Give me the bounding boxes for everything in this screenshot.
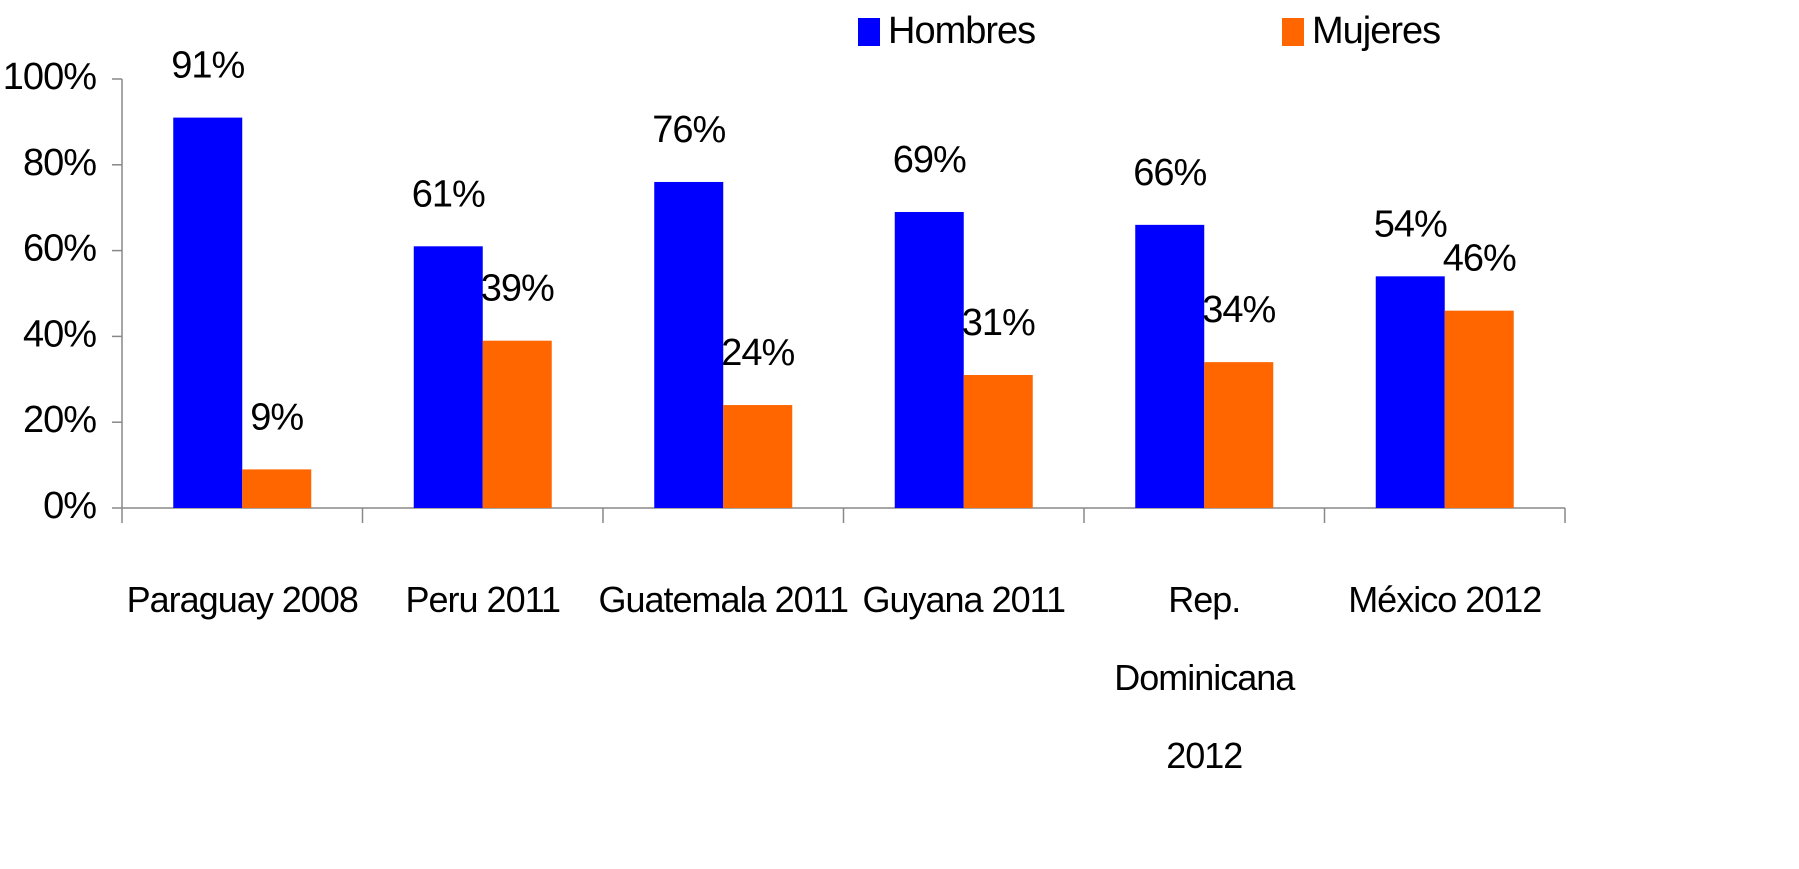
x-tick-label: Guatemala 2011 xyxy=(598,579,849,620)
x-tick-label-box: México 2012 xyxy=(1348,579,1542,620)
bar xyxy=(1444,310,1514,508)
x-tick-label: Rep. Dominicana 2012 xyxy=(1114,579,1295,776)
value-label: 54% xyxy=(1374,203,1447,245)
y-tick-label: 100% xyxy=(3,56,96,98)
y-tick-label: 40% xyxy=(23,313,96,355)
bar xyxy=(1135,224,1205,509)
x-tick-label-box: Paraguay 2008 xyxy=(126,579,359,620)
x-tick-label: Guyana 2011 xyxy=(862,579,1066,620)
value-label: 66% xyxy=(1133,152,1206,194)
legend-swatch xyxy=(1282,18,1304,46)
bar xyxy=(173,117,243,509)
bar xyxy=(894,211,964,509)
bar xyxy=(723,405,793,508)
bar xyxy=(1375,276,1445,508)
x-tick-label: Paraguay 2008 xyxy=(126,579,359,620)
value-label: 91% xyxy=(171,45,244,87)
x-tick-label-box: Peru 2011 xyxy=(405,579,561,620)
legend-label: Hombres xyxy=(888,10,1035,52)
x-tick-label-box: Guyana 2011 xyxy=(862,579,1066,620)
value-label: 24% xyxy=(721,332,794,374)
value-label: 76% xyxy=(652,109,725,151)
y-tick-label: 80% xyxy=(23,142,96,184)
y-tick-label: 0% xyxy=(43,485,96,527)
bar xyxy=(654,181,724,508)
value-label: 69% xyxy=(893,139,966,181)
bar xyxy=(413,246,483,508)
bar xyxy=(1204,362,1274,508)
bar xyxy=(482,340,552,508)
x-tick-label-box: Rep. Dominicana 2012 xyxy=(1114,579,1295,776)
value-label: 61% xyxy=(412,173,485,215)
bar xyxy=(963,375,1033,508)
y-tick-label: 20% xyxy=(23,399,96,441)
bar xyxy=(242,469,312,508)
legend-label: Mujeres xyxy=(1312,10,1440,52)
value-label: 9% xyxy=(250,396,303,438)
x-tick-label-box: Guatemala 2011 xyxy=(598,579,849,620)
value-label: 31% xyxy=(962,302,1035,344)
value-label: 46% xyxy=(1443,238,1516,280)
y-tick-label: 60% xyxy=(23,228,96,270)
legend-swatch xyxy=(858,18,880,46)
x-tick-label: México 2012 xyxy=(1348,579,1542,620)
value-label: 39% xyxy=(481,268,554,310)
x-tick-label: Peru 2011 xyxy=(405,579,561,620)
value-label: 34% xyxy=(1202,289,1275,331)
